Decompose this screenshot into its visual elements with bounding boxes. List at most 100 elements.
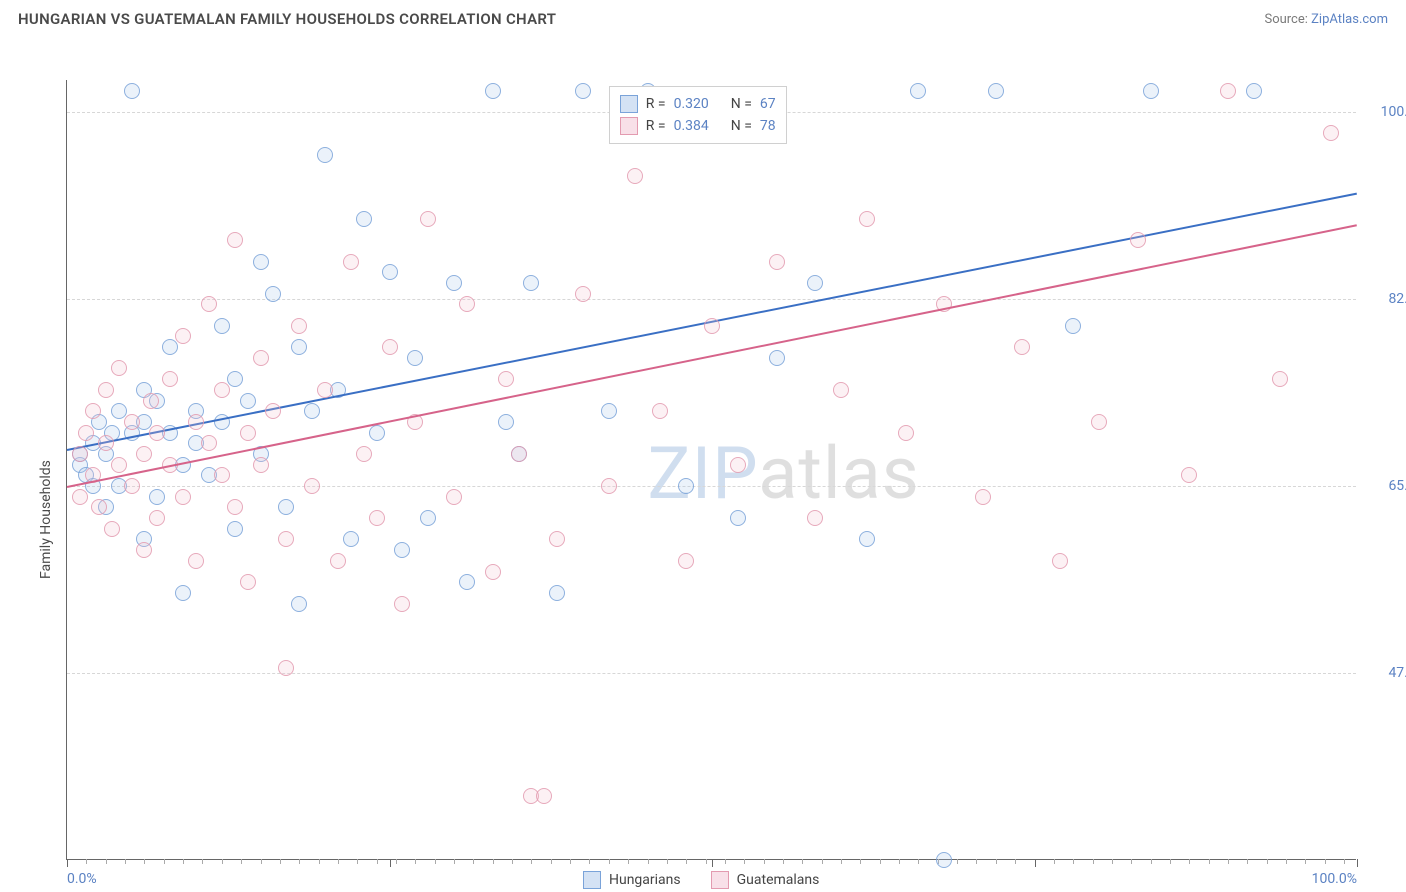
x-tick — [435, 859, 436, 864]
x-tick — [725, 859, 726, 864]
y-tick-label: 47.5% — [1366, 665, 1406, 681]
scatter-point — [1220, 83, 1236, 99]
x-tick — [1325, 859, 1326, 864]
scatter-point — [601, 478, 617, 494]
x-tick-major — [1035, 859, 1036, 867]
x-tick — [493, 859, 494, 864]
scatter-point — [124, 83, 140, 99]
x-tick — [241, 859, 242, 864]
scatter-point — [265, 403, 281, 419]
scatter-point — [652, 403, 668, 419]
scatter-point — [485, 83, 501, 99]
x-tick — [822, 859, 823, 864]
scatter-point — [278, 499, 294, 515]
legend-n-label: N = — [731, 96, 752, 112]
x-tick — [1189, 859, 1190, 864]
scatter-point — [149, 425, 165, 441]
legend-n-value: 78 — [760, 118, 776, 134]
scatter-point — [214, 467, 230, 483]
scatter-point — [356, 211, 372, 227]
scatter-point — [1246, 83, 1262, 99]
x-tick-label: 100.0% — [1312, 871, 1357, 887]
scatter-point — [304, 403, 320, 419]
scatter-point — [1272, 371, 1288, 387]
scatter-point — [149, 510, 165, 526]
watermark: ZIPatlas — [648, 431, 920, 516]
scatter-point — [485, 564, 501, 580]
x-tick — [1286, 859, 1287, 864]
x-tick — [280, 859, 281, 864]
x-tick — [1054, 859, 1055, 864]
scatter-point — [678, 553, 694, 569]
scatter-point — [356, 446, 372, 462]
x-tick — [744, 859, 745, 864]
scatter-point — [627, 168, 643, 184]
scatter-point — [265, 286, 281, 302]
scatter-point — [136, 446, 152, 462]
scatter-point — [394, 542, 410, 558]
x-tick — [648, 859, 649, 864]
legend-swatch — [583, 871, 601, 889]
x-tick — [976, 859, 977, 864]
scatter-point — [317, 147, 333, 163]
scatter-point — [523, 275, 539, 291]
scatter-point — [498, 414, 514, 430]
scatter-point — [498, 371, 514, 387]
scatter-point — [111, 457, 127, 473]
x-tick — [996, 859, 997, 864]
scatter-point — [291, 318, 307, 334]
scatter-point — [1065, 318, 1081, 334]
x-tick — [338, 859, 339, 864]
scatter-point — [859, 211, 875, 227]
x-tick — [764, 859, 765, 864]
scatter-point — [807, 510, 823, 526]
x-tick — [183, 859, 184, 864]
x-tick — [415, 859, 416, 864]
chart-header: HUNGARIAN VS GUATEMALAN FAMILY HOUSEHOLD… — [0, 0, 1406, 34]
scatter-point — [201, 296, 217, 312]
scatter-point — [511, 446, 527, 462]
scatter-point — [227, 371, 243, 387]
x-tick — [706, 859, 707, 864]
scatter-point — [72, 446, 88, 462]
legend-n-label: N = — [731, 118, 752, 134]
scatter-point — [214, 318, 230, 334]
x-tick — [473, 859, 474, 864]
scatter-point — [343, 254, 359, 270]
scatter-point — [111, 360, 127, 376]
y-tick-label: 82.5% — [1366, 291, 1406, 307]
legend-n-value: 67 — [760, 96, 776, 112]
scatter-point — [175, 585, 191, 601]
scatter-point — [330, 553, 346, 569]
legend-stats: R = 0.320N = 67R = 0.384N = 78 — [609, 86, 787, 144]
x-tick — [512, 859, 513, 864]
legend-r-label: R = — [646, 96, 666, 112]
scatter-point — [98, 435, 114, 451]
scatter-point — [678, 478, 694, 494]
x-tick — [86, 859, 87, 864]
legend-stats-row: R = 0.384N = 78 — [620, 115, 776, 137]
x-tick — [1267, 859, 1268, 864]
x-tick — [299, 859, 300, 864]
x-tick — [1344, 859, 1345, 864]
legend-swatch — [711, 871, 729, 889]
x-tick-major — [67, 859, 68, 867]
scatter-point — [1143, 83, 1159, 99]
x-tick — [222, 859, 223, 864]
scatter-point — [227, 521, 243, 537]
gridline — [67, 299, 1356, 300]
x-tick — [454, 859, 455, 864]
x-tick — [106, 859, 107, 864]
scatter-point — [201, 435, 217, 451]
scatter-point — [98, 382, 114, 398]
scatter-point — [382, 339, 398, 355]
scatter-point — [1091, 414, 1107, 430]
scatter-point — [730, 457, 746, 473]
scatter-point — [175, 489, 191, 505]
scatter-point — [382, 264, 398, 280]
scatter-point — [1323, 125, 1339, 141]
source-link[interactable]: ZipAtlas.com — [1311, 12, 1388, 27]
scatter-point — [136, 542, 152, 558]
x-tick — [319, 859, 320, 864]
legend-series-name: Hungarians — [609, 872, 681, 888]
